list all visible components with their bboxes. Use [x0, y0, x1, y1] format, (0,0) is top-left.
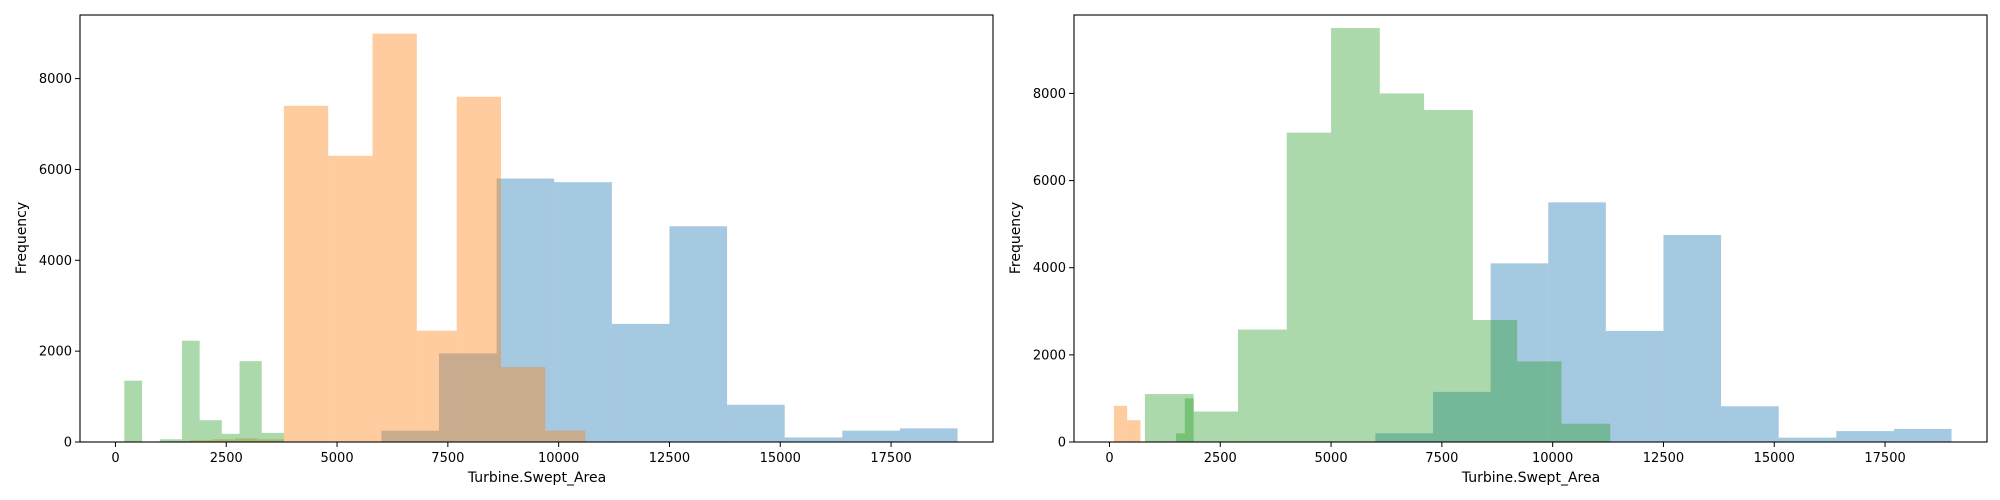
histogram-bar-p0-s2-b3 — [181, 340, 200, 442]
histogram-bar-p0-s0-b0 — [381, 430, 439, 442]
histogram-bar-p0-s2-b7 — [261, 432, 284, 442]
histogram-bar-p0-s0-b9 — [899, 428, 958, 442]
histogram-bar-p1-s0-b8 — [1836, 431, 1894, 442]
histogram-bar-p0-s2-b0 — [124, 380, 143, 442]
histogram-bar-p1-s1-b0 — [1113, 405, 1128, 442]
x-tick-label: 10000 — [1532, 451, 1573, 466]
histogram-bar-p1-s0-b4 — [1605, 330, 1664, 442]
x-tick-label: 12500 — [649, 451, 690, 466]
histogram-bar-p1-s0-b1 — [1433, 391, 1491, 442]
y-tick-label: 2000 — [1033, 348, 1066, 363]
histogram-bar-p0-s0-b2 — [496, 178, 555, 442]
histogram-bar-p0-s0-b6 — [727, 404, 785, 442]
histogram-bar-p0-s2-b2 — [159, 439, 182, 442]
x-tick-label: 17500 — [1864, 451, 1905, 466]
left-y-axis-label: Frequency — [14, 202, 30, 274]
histogram-bar-p1-s2-b1 — [1193, 411, 1238, 442]
x-tick-label: 7500 — [431, 451, 464, 466]
histogram-bar-p1-s2-b8 — [1517, 361, 1562, 442]
axes-frame — [79, 14, 994, 443]
histogram-bar-p1-s0-b3 — [1548, 202, 1606, 442]
histogram-bar-p1-s0-b9 — [1893, 428, 1952, 442]
histogram-bar-p1-s2-b5 — [1379, 93, 1425, 443]
x-tick-label: 2500 — [1204, 451, 1237, 466]
y-tick-label: 4000 — [1033, 261, 1066, 276]
y-tick-label: 4000 — [39, 254, 72, 269]
histogram-bar-p1-s3-b1 — [1184, 398, 1194, 442]
histogram-bar-p0-s1-b12 — [545, 430, 586, 442]
histogram-bar-p1-s2-b3 — [1286, 132, 1332, 442]
y-tick-label: 0 — [1058, 436, 1066, 451]
histogram-bar-p0-s2-b5 — [221, 433, 240, 442]
x-tick-label: 5000 — [1315, 451, 1348, 466]
right-y-axis-label: Frequency — [1008, 202, 1024, 274]
histogram-bar-p1-s2-b0 — [1144, 394, 1194, 442]
x-tick-label: 15000 — [760, 451, 801, 466]
x-tick-label: 10000 — [538, 451, 579, 466]
left-x-axis-label: Turbine.Swept_Area — [467, 470, 606, 486]
y-tick-label: 6000 — [39, 163, 72, 178]
histogram-bar-p0-s1-b3 — [212, 439, 236, 442]
histogram-bar-p1-s3-b0 — [1175, 433, 1185, 442]
y-tick-label: 8000 — [1033, 87, 1066, 102]
histogram-bar-p1-s0-b2 — [1490, 263, 1549, 442]
y-tick-label: 0 — [64, 436, 72, 451]
histogram-bar-p1-s0-b6 — [1721, 406, 1779, 442]
y-tick-label: 6000 — [1033, 174, 1066, 189]
x-tick-label: 5000 — [321, 451, 354, 466]
x-tick-label: 12500 — [1643, 451, 1684, 466]
histogram-bar-p0-s1-b6 — [283, 105, 329, 442]
histogram-bar-p1-s2-b9 — [1561, 423, 1611, 442]
histogram-bar-p1-s0-b5 — [1663, 235, 1722, 442]
y-tick-label: 2000 — [39, 345, 72, 360]
right-histogram: Frequency Turbine.Swept_Area 0 2500 5000 75… — [1008, 14, 1988, 486]
histogram-bar-p1-s2-b6 — [1424, 109, 1473, 443]
x-tick-label: 15000 — [1754, 451, 1795, 466]
histogram-bar-p0-s0-b8 — [842, 430, 900, 442]
histogram-bar-p0-s1-b5 — [257, 439, 284, 442]
histogram-bar-p0-s1-b8 — [372, 33, 417, 443]
histogram-bar-p0-s0-b4 — [611, 323, 670, 442]
histogram-bar-p1-s2-b4 — [1331, 28, 1380, 442]
histogram-bar-p0-s1-b9 — [416, 330, 457, 442]
histogram-bar-p1-s2-b7 — [1472, 320, 1518, 442]
x-tick-label: 7500 — [1425, 451, 1458, 466]
histogram-bar-p1-s0-b7 — [1778, 437, 1837, 442]
histogram-bar-p0-s1-b10 — [456, 96, 502, 443]
histogram-bar-p0-s0-b5 — [669, 226, 728, 442]
histogram-bar-p0-s1-b7 — [328, 155, 373, 442]
x-tick-label: 0 — [1105, 451, 1113, 466]
y-tick-label: 8000 — [39, 72, 72, 87]
histogram-bar-p0-s2-b6 — [239, 361, 262, 442]
x-tick-label: 0 — [111, 451, 119, 466]
x-tick-label: 2500 — [210, 451, 243, 466]
right-x-axis-label: Turbine.Swept_Area — [1461, 470, 1600, 486]
histogram-bar-p1-s0-b0 — [1375, 433, 1433, 442]
histogram-bar-p1-s1-b1 — [1127, 420, 1141, 442]
histogram-bar-p0-s1-b2 — [190, 440, 213, 442]
histogram-bar-p0-s0-b1 — [439, 353, 497, 442]
x-tick-label: 17500 — [870, 451, 911, 466]
histogram-bar-p0-s1-b11 — [501, 367, 546, 442]
histogram-bar-p0-s2-b4 — [199, 420, 222, 442]
left-histogram: Frequency Turbine.Swept_Area 0 2500 5000 75… — [14, 14, 994, 486]
axes-frame — [1073, 14, 1988, 443]
histogram-bar-p1-s2-b2 — [1237, 329, 1287, 442]
histogram-bar-p0-s0-b7 — [784, 437, 843, 442]
histogram-bar-p0-s1-b4 — [235, 438, 258, 442]
histogram-bar-p0-s0-b3 — [554, 182, 612, 443]
